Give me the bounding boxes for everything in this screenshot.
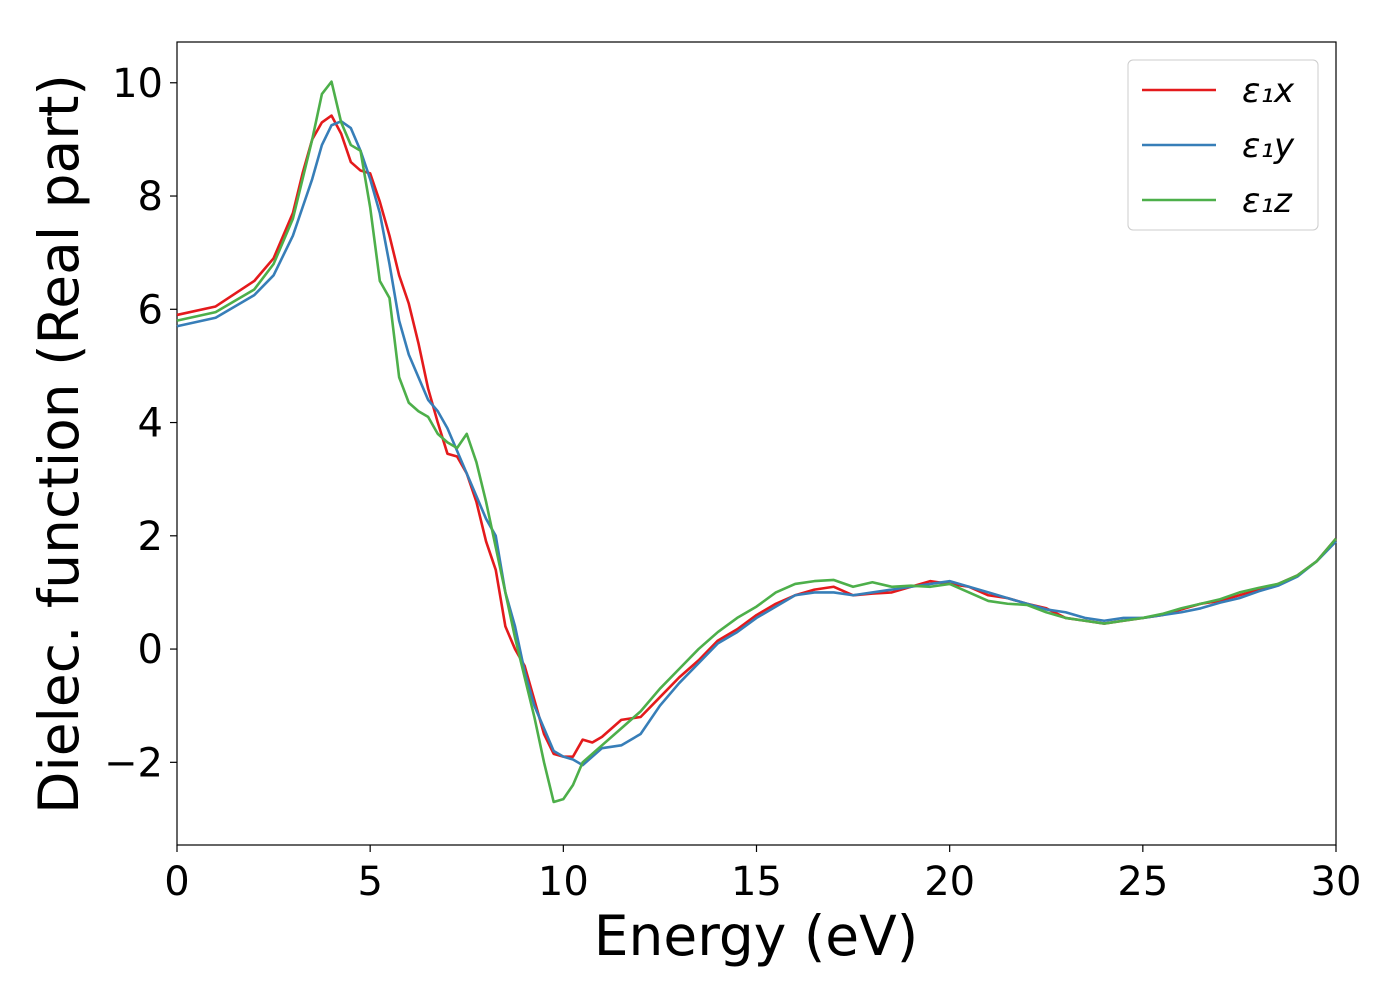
legend-label: ε₁y — [1242, 126, 1295, 166]
legend-box — [1127, 59, 1319, 231]
y-tick-label: 6 — [138, 287, 163, 333]
x-tick-label: 20 — [924, 859, 975, 905]
data-line — [176, 80, 1337, 804]
x-tick-label: 25 — [1117, 859, 1168, 905]
y-tick-label: 4 — [138, 401, 163, 447]
x-tick-label: 0 — [164, 859, 189, 905]
x-tick-label: 15 — [731, 859, 782, 905]
y-tick-label: 8 — [138, 174, 163, 220]
y-axis-label: Dielec. function (Real part) — [27, 74, 91, 814]
legend-label: ε₁z — [1242, 181, 1293, 221]
x-tick-label: 5 — [357, 859, 382, 905]
data-line — [176, 119, 1337, 767]
x-tick-label: 30 — [1311, 859, 1362, 905]
x-axis-label: Energy (eV) — [594, 904, 918, 968]
y-tick-label: 2 — [138, 514, 163, 560]
y-tick-label: 10 — [112, 61, 163, 107]
legend-label: ε₁x — [1242, 71, 1295, 111]
y-tick-label: −2 — [104, 740, 163, 786]
x-tick-label: 10 — [538, 859, 589, 905]
y-tick-label: 0 — [138, 627, 163, 673]
